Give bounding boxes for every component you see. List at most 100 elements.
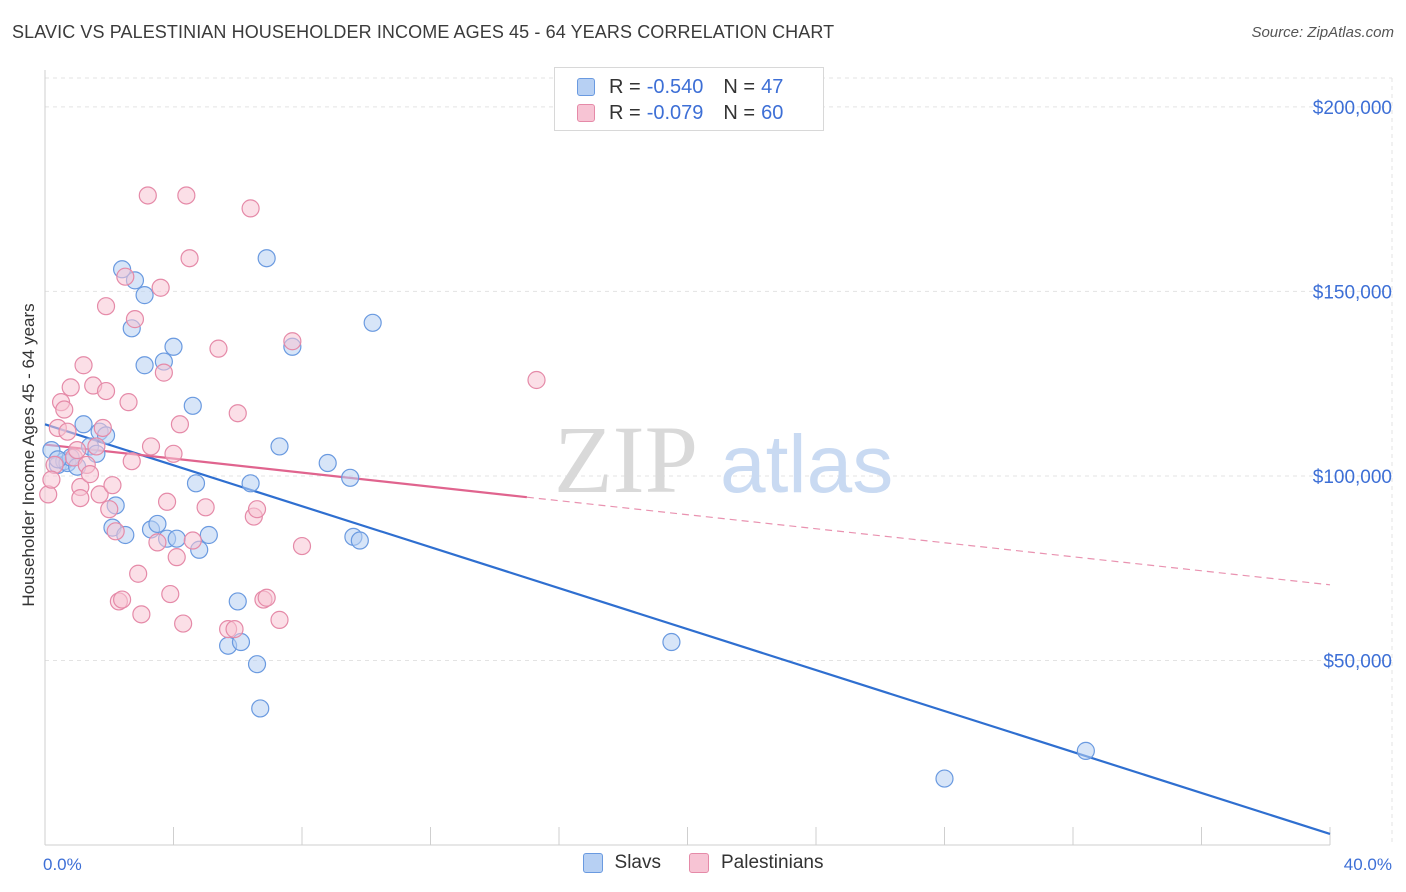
- point-slavs: [199, 525, 218, 545]
- trend-line-slavs: [44, 423, 1331, 835]
- point-palestinians: [90, 485, 109, 504]
- source-label: Source: ZipAtlas.com: [1251, 24, 1394, 41]
- point-palestinians: [180, 249, 199, 268]
- legend-label-slavs: Slavs: [614, 852, 661, 873]
- point-palestinians: [55, 400, 74, 419]
- point-palestinians: [209, 339, 228, 358]
- point-palestinians: [68, 441, 87, 460]
- legend-r-value: -0.079: [646, 101, 704, 124]
- y-tick-label: $50,000: [1323, 651, 1392, 672]
- axes: [44, 70, 1331, 846]
- legend-r-label: R =: [609, 75, 641, 98]
- point-palestinians: [138, 186, 157, 205]
- point-palestinians: [196, 498, 215, 517]
- point-slavs: [257, 249, 276, 268]
- watermark: ZIP atlas: [554, 406, 893, 513]
- point-palestinians: [87, 437, 106, 456]
- point-slavs: [135, 286, 154, 305]
- point-slavs: [247, 655, 267, 674]
- point-slavs: [183, 396, 202, 415]
- data-points: [39, 186, 1095, 788]
- point-palestinians: [151, 278, 170, 297]
- point-palestinians: [527, 370, 546, 390]
- point-palestinians: [170, 415, 190, 434]
- point-slavs: [1076, 741, 1095, 760]
- legend-row-slavs: R = -0.540 N = 47: [577, 75, 783, 99]
- legend-n-value: 47: [761, 75, 784, 98]
- legend-swatch-slavs: [582, 853, 603, 873]
- point-palestinians: [96, 297, 116, 316]
- point-palestinians: [225, 620, 244, 639]
- y-tick-label: $150,000: [1313, 282, 1392, 303]
- legend-item-slavs[interactable]: Slavs: [582, 852, 661, 874]
- chart-title: SLAVIC VS PALESTINIAN HOUSEHOLDER INCOME…: [12, 22, 835, 42]
- legend-row-palestinians: R = -0.079 N = 60: [577, 101, 783, 125]
- point-palestinians: [228, 404, 247, 423]
- point-palestinians: [167, 548, 186, 567]
- point-palestinians: [100, 500, 119, 519]
- correlation-legend: R = -0.540 N = 47 R = -0.079 N = 60: [554, 67, 824, 131]
- point-palestinians: [241, 199, 260, 218]
- point-palestinians: [157, 492, 177, 511]
- trend-lines: [44, 423, 1331, 835]
- point-palestinians: [112, 590, 132, 609]
- series-legend: Slavs Palestinians: [0, 852, 1406, 874]
- point-slavs: [363, 313, 382, 332]
- point-palestinians: [61, 378, 80, 397]
- point-slavs: [164, 337, 183, 356]
- point-slavs: [270, 437, 289, 456]
- watermark-zip: ZIP: [554, 406, 698, 513]
- grid-lines: [45, 77, 1393, 845]
- legend-item-palestinians[interactable]: Palestinians: [689, 852, 823, 874]
- point-palestinians: [161, 584, 180, 604]
- point-palestinians: [45, 455, 64, 474]
- point-slavs: [167, 529, 186, 548]
- point-slavs: [241, 474, 260, 493]
- point-palestinians: [116, 267, 135, 286]
- legend-swatch-palestinians: [689, 853, 709, 873]
- point-palestinians: [283, 332, 302, 351]
- legend-r-value: -0.540: [646, 75, 704, 98]
- point-palestinians: [177, 186, 196, 205]
- point-palestinians: [148, 533, 167, 552]
- point-palestinians: [183, 531, 202, 550]
- point-palestinians: [164, 444, 183, 463]
- x-tick-label: 40.0%: [1344, 855, 1392, 874]
- trend-line-palestinians: [44, 443, 527, 499]
- point-slavs: [148, 514, 167, 534]
- y-axis-title: Householder Income Ages 45 - 64 years: [19, 303, 38, 606]
- point-palestinians: [80, 465, 100, 484]
- point-palestinians: [106, 522, 125, 541]
- point-palestinians: [132, 605, 151, 624]
- legend-n-label: N =: [723, 75, 756, 98]
- point-slavs: [350, 531, 369, 550]
- point-palestinians: [58, 422, 77, 441]
- point-slavs: [341, 468, 360, 487]
- point-palestinians: [174, 614, 193, 633]
- point-palestinians: [141, 437, 161, 456]
- point-palestinians: [71, 488, 90, 508]
- point-palestinians: [93, 418, 112, 438]
- point-slavs: [318, 453, 337, 473]
- point-palestinians: [247, 500, 267, 519]
- legend-swatch-palestinians: [577, 104, 595, 122]
- point-slavs: [662, 632, 681, 652]
- point-palestinians: [257, 588, 276, 607]
- legend-label-palestinians: Palestinians: [721, 852, 824, 873]
- legend-swatch-slavs: [577, 78, 595, 96]
- point-palestinians: [39, 485, 58, 504]
- point-slavs: [135, 356, 154, 375]
- point-palestinians: [129, 564, 148, 583]
- point-palestinians: [154, 363, 173, 382]
- legend-n-label: N =: [723, 101, 756, 124]
- point-palestinians: [119, 393, 138, 412]
- point-palestinians: [42, 470, 61, 489]
- point-palestinians: [103, 476, 122, 495]
- trend-line-dashed-palestinians: [526, 496, 1331, 586]
- point-slavs: [251, 699, 270, 718]
- y-tick-label: $200,000: [1313, 98, 1392, 119]
- point-slavs: [228, 592, 247, 611]
- y-tick-label: $100,000: [1313, 467, 1392, 488]
- point-slavs: [186, 474, 206, 493]
